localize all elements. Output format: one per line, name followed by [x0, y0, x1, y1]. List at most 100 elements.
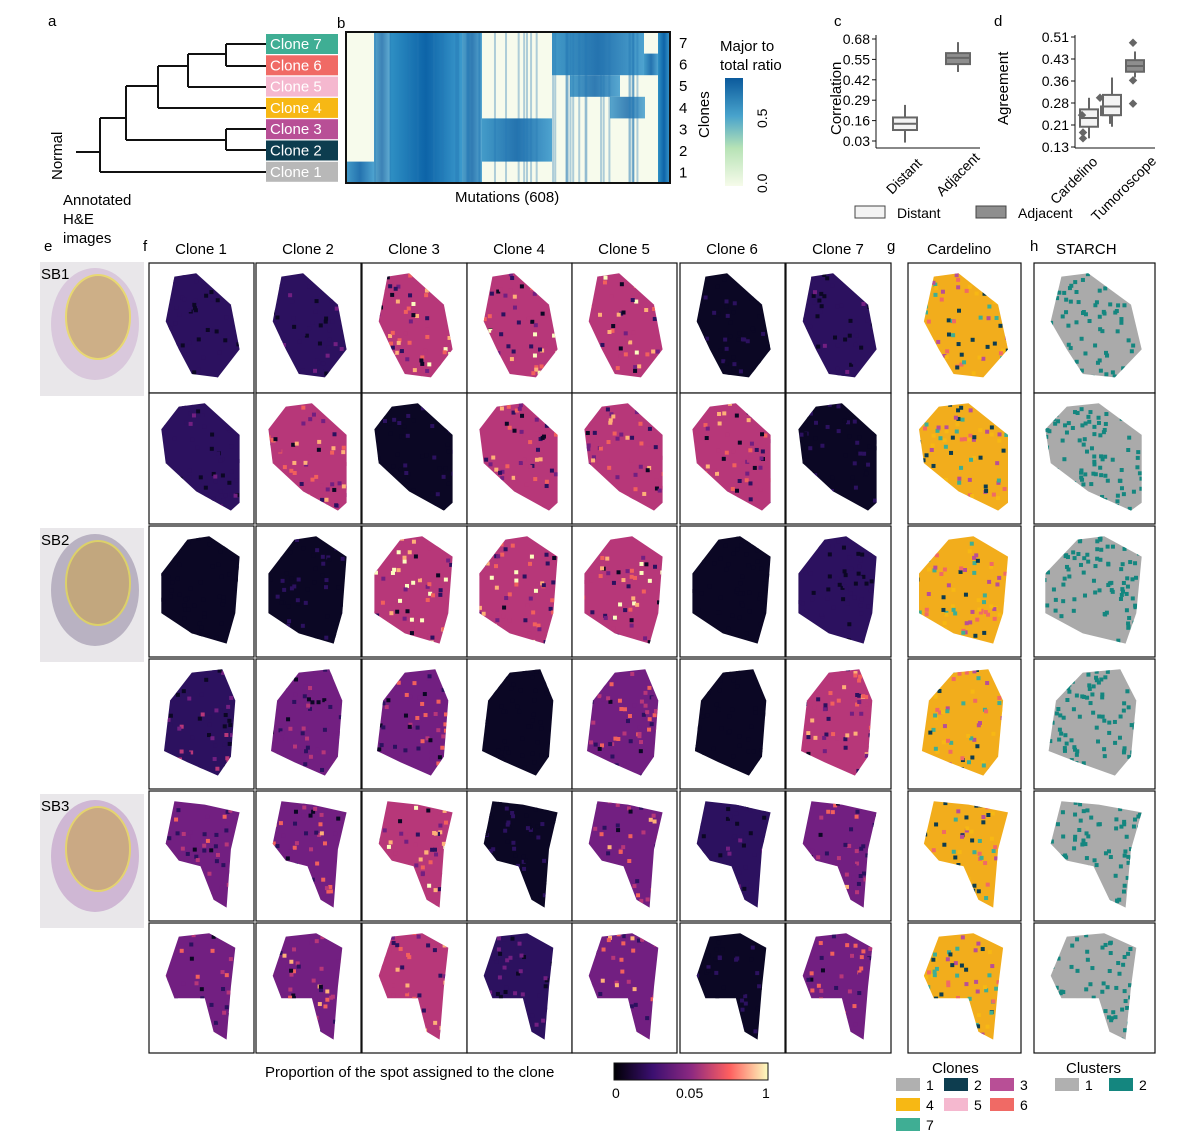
tissue-spot — [190, 735, 195, 740]
tissue-spot — [553, 472, 558, 477]
tissue-spot — [1105, 985, 1110, 990]
heatmap-row-label: 3 — [679, 121, 687, 138]
tissue-spot — [280, 578, 285, 583]
tissue-spot — [533, 688, 538, 693]
tissue-spot — [713, 957, 718, 962]
tissue-spot — [388, 341, 393, 346]
tissue-spot — [324, 497, 329, 502]
tissue-spot — [647, 465, 652, 470]
tissue-spot — [530, 463, 535, 468]
tissue-spot — [534, 367, 539, 372]
tissue-spot — [288, 293, 293, 298]
tissue-spot — [537, 627, 542, 632]
tissue-spot — [846, 420, 851, 425]
tissue-spot — [639, 441, 644, 446]
tissue-spot — [187, 696, 192, 701]
tissue-spot — [944, 425, 949, 430]
tissue-spot — [1127, 506, 1132, 511]
tissue-spot — [515, 475, 520, 480]
tissue-spot — [1002, 487, 1007, 492]
tissue-spot — [205, 838, 210, 843]
tissue-spot — [931, 280, 936, 285]
tissue-spot — [748, 883, 753, 888]
tissue-spot — [1093, 343, 1098, 348]
tissue-spot — [1091, 578, 1096, 583]
clone-legend-label-5: 5 — [974, 1097, 982, 1113]
tissue-spot — [842, 685, 847, 690]
tissue-spot — [755, 548, 760, 553]
tissue-spot — [1103, 286, 1108, 291]
tissue-spot — [409, 617, 414, 622]
tissue-spot — [321, 877, 326, 882]
tissue-spot — [845, 943, 850, 948]
tissue-spot — [188, 411, 193, 416]
tissue-spot — [623, 331, 628, 336]
tissue-spot — [1103, 454, 1108, 459]
tissue-spot — [606, 938, 611, 943]
tissue-spot — [944, 429, 949, 434]
clone-legend-label-3: 3 — [1020, 1077, 1028, 1093]
tissue-spot — [931, 433, 936, 438]
tissue-spot — [813, 436, 818, 441]
tissue-spot — [603, 613, 608, 618]
tissue-spot — [745, 339, 750, 344]
tissue-spot — [426, 943, 431, 948]
tissue-spot — [503, 547, 508, 552]
tissue-spot — [1118, 864, 1123, 869]
tissue-spot — [660, 455, 663, 460]
tissue-spot — [1077, 438, 1082, 443]
tissue-spot — [535, 447, 540, 452]
tissue-spot — [959, 834, 964, 839]
tissue-spot — [763, 433, 768, 438]
tissue-spot — [703, 334, 708, 339]
tissue-spot — [639, 595, 644, 600]
tissue-spot — [181, 981, 186, 986]
tissue-spot — [1073, 834, 1078, 839]
tissue-spot — [430, 847, 435, 852]
heatmap-stripe — [602, 32, 605, 183]
tissue-spot — [538, 437, 543, 442]
tissue-spot — [387, 948, 392, 953]
tissue-spot — [967, 996, 972, 1001]
tissue-spot — [1086, 834, 1091, 839]
tissue-spot — [551, 580, 556, 585]
tissue-spot — [1085, 957, 1090, 962]
tissue-spot — [542, 680, 547, 685]
tissue-spot — [322, 727, 327, 732]
tissue-spot — [552, 333, 557, 338]
tissue-spot — [530, 751, 535, 756]
tissue-spot — [1114, 817, 1119, 822]
heatmap-row-label: 6 — [679, 57, 687, 74]
tissue-spot — [506, 404, 511, 409]
tissue-spot — [221, 498, 226, 503]
tissue-spot — [551, 610, 556, 615]
tissue-spot — [823, 703, 828, 708]
tissue-spot — [1062, 748, 1067, 753]
tissue-spot — [808, 446, 813, 451]
tissue-spot — [401, 435, 406, 440]
tissue-spot — [516, 863, 521, 868]
tissue-spot — [294, 841, 299, 846]
tissue-spot — [499, 332, 504, 337]
tissue-spot — [755, 1006, 760, 1011]
tissue-spot — [212, 757, 217, 762]
tissue-spot — [313, 309, 318, 314]
tissue-spot — [328, 884, 333, 889]
heatmap-stripe — [467, 32, 470, 183]
tissue-spot — [310, 477, 315, 482]
tissue-spot — [278, 951, 283, 956]
tissue-spot — [436, 699, 441, 704]
tissue-spot — [718, 853, 723, 858]
tissue-spot — [973, 698, 978, 703]
tissue-spot — [499, 755, 504, 760]
tissue-spot — [1097, 314, 1102, 319]
tissue-spot — [420, 739, 425, 744]
tissue-spot — [545, 439, 550, 444]
tissue-spot — [804, 445, 809, 450]
tissue-spot — [405, 583, 410, 588]
tissue-spot — [1100, 695, 1105, 700]
tissue-spot — [600, 566, 605, 571]
tissue-spot — [511, 360, 516, 365]
tissue-spot — [235, 435, 240, 440]
tissue-spot — [936, 425, 941, 430]
